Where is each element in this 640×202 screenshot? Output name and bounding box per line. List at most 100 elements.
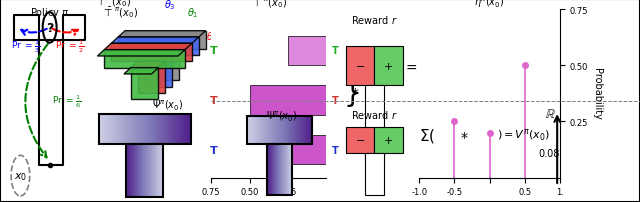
Bar	[126, 115, 127, 144]
Bar	[285, 116, 286, 144]
Text: T: T	[210, 46, 218, 56]
Bar	[289, 116, 290, 144]
Text: Reward $r$: Reward $r$	[351, 14, 397, 25]
Polygon shape	[124, 68, 159, 75]
Bar	[265, 116, 266, 144]
Bar	[175, 115, 176, 144]
Bar	[117, 115, 118, 144]
Bar	[157, 115, 159, 144]
Bar	[122, 115, 124, 144]
Text: $x_0$: $x_0$	[14, 170, 27, 182]
Bar	[310, 116, 311, 144]
Bar	[275, 116, 276, 144]
Bar	[162, 115, 163, 144]
Bar	[270, 116, 271, 144]
Polygon shape	[365, 85, 384, 161]
Text: $\mathbb{R}$: $\mathbb{R}$	[545, 107, 556, 120]
Text: T: T	[332, 145, 339, 155]
Bar	[109, 115, 111, 144]
Text: }: }	[344, 80, 362, 108]
Text: $\Sigma($: $\Sigma($	[419, 126, 435, 144]
Bar	[128, 115, 129, 144]
Text: $\theta_2$: $\theta_2$	[205, 30, 217, 44]
Polygon shape	[374, 47, 403, 85]
Bar	[132, 115, 134, 144]
Bar	[247, 116, 248, 144]
Bar	[294, 116, 295, 144]
Bar	[291, 116, 292, 144]
Polygon shape	[152, 49, 179, 81]
Bar	[173, 115, 174, 144]
Bar	[262, 116, 264, 144]
Bar	[311, 116, 312, 144]
Bar	[260, 116, 262, 144]
Bar	[256, 116, 257, 144]
Bar	[102, 115, 103, 144]
Bar	[165, 115, 166, 144]
Bar	[288, 116, 289, 144]
Bar	[299, 116, 300, 144]
Text: =: =	[406, 62, 417, 76]
Bar	[268, 116, 269, 144]
Polygon shape	[118, 32, 205, 38]
Bar	[116, 115, 117, 144]
Bar	[153, 115, 154, 144]
Bar	[156, 115, 157, 144]
Text: −: −	[356, 136, 365, 145]
Bar	[149, 115, 150, 144]
Bar	[131, 115, 132, 144]
Polygon shape	[145, 49, 179, 56]
Polygon shape	[104, 44, 192, 50]
Bar	[114, 115, 115, 144]
Bar	[288, 36, 326, 66]
Bar	[284, 116, 285, 144]
Bar	[178, 115, 179, 144]
Bar	[136, 115, 138, 144]
Text: $\bar{\top}^\pi(x_0)$: $\bar{\top}^\pi(x_0)$	[102, 5, 138, 20]
Text: $\Psi^\pi(x_0)$: $\Psi^\pi(x_0)$	[152, 98, 183, 112]
Bar	[179, 115, 180, 144]
Bar	[150, 115, 151, 144]
Bar	[167, 115, 168, 144]
Bar	[159, 115, 161, 144]
Bar	[115, 115, 116, 144]
Bar	[281, 116, 282, 144]
Bar	[161, 115, 163, 144]
Text: +: +	[384, 61, 393, 71]
Bar	[122, 115, 123, 144]
Bar	[271, 116, 272, 144]
Bar	[292, 116, 294, 144]
Polygon shape	[118, 38, 199, 56]
Bar	[106, 115, 107, 144]
Bar	[264, 116, 265, 144]
Bar	[134, 115, 136, 144]
Bar	[147, 115, 148, 144]
Bar	[278, 116, 279, 144]
Bar	[249, 116, 250, 144]
Bar	[257, 116, 258, 144]
Bar	[120, 115, 121, 144]
Bar	[129, 115, 130, 144]
Bar	[180, 115, 182, 144]
Polygon shape	[125, 32, 205, 49]
Bar	[185, 115, 186, 144]
Bar	[306, 116, 307, 144]
Polygon shape	[374, 127, 403, 154]
Title: $\bar{\top}^\pi(x_0)$: $\bar{\top}^\pi(x_0)$	[251, 0, 287, 10]
Bar	[248, 116, 249, 144]
Bar	[282, 116, 283, 144]
Bar	[111, 115, 113, 144]
Bar	[176, 115, 177, 144]
Bar	[100, 115, 101, 144]
Bar	[103, 115, 104, 144]
Polygon shape	[365, 154, 384, 195]
Bar	[99, 115, 100, 144]
Bar	[276, 116, 277, 144]
Bar	[119, 115, 120, 144]
Bar	[259, 116, 260, 144]
Bar	[302, 116, 303, 144]
Text: Pr $= \frac{1}{2}$: Pr $= \frac{1}{2}$	[55, 38, 84, 55]
Bar	[307, 116, 308, 144]
Bar	[174, 115, 175, 144]
Text: $*$: $*$	[460, 128, 468, 142]
